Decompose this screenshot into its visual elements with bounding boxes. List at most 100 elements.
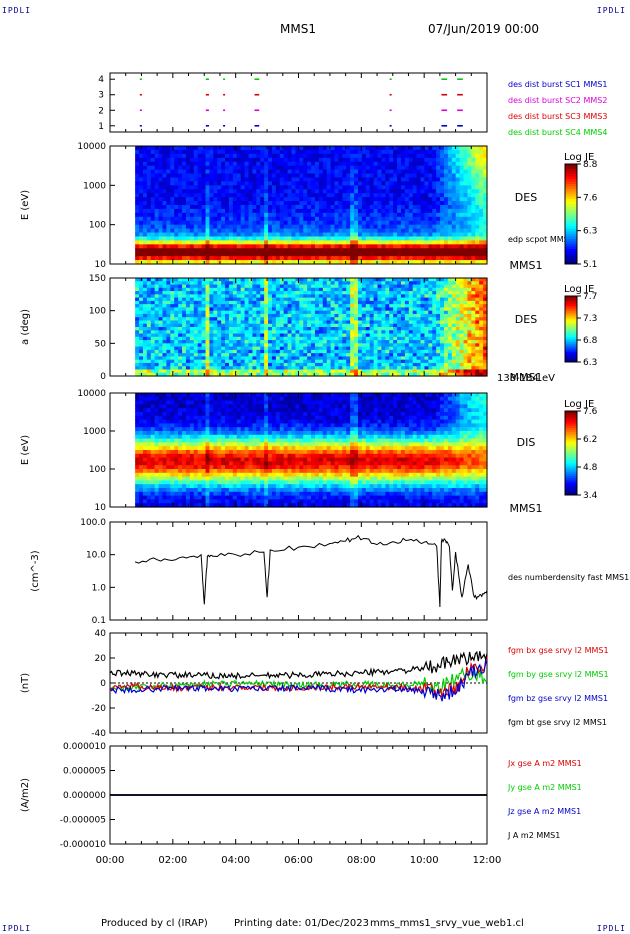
spectrogram-cell <box>287 240 293 245</box>
spectrogram-cell <box>236 228 242 234</box>
spectrogram-cell <box>150 304 156 308</box>
spectrogram-cell <box>201 212 207 218</box>
spectrogram-cell <box>479 220 484 226</box>
spectrogram-cell <box>295 356 300 361</box>
spectrogram-cell <box>314 356 320 361</box>
spectrogram-cell <box>404 212 410 218</box>
spectrogram-cell <box>154 327 160 331</box>
spectrogram-cell <box>193 149 199 155</box>
spectrogram-cell <box>318 232 324 238</box>
spectrogram-cell <box>221 340 226 344</box>
spectrogram-cell <box>311 252 316 257</box>
spectrogram-cell <box>365 232 371 238</box>
spectrogram-cell <box>268 359 273 364</box>
spectrogram-cell <box>455 260 461 265</box>
spectrogram-cell <box>217 169 222 175</box>
spectrogram-cell <box>330 157 336 163</box>
spectrogram-cell <box>357 343 363 348</box>
spectrogram-cell <box>416 208 422 214</box>
spectrogram-cell <box>240 161 246 167</box>
spectrogram-cell <box>365 216 371 222</box>
spectrogram-cell <box>483 197 488 202</box>
spectrogram-cell <box>424 256 429 261</box>
spectrogram-cell <box>135 278 140 282</box>
spectrogram-cell <box>311 240 316 245</box>
spectrogram-cell <box>264 359 269 364</box>
spectrogram-cell <box>170 304 175 308</box>
des-y-label: 10000 <box>77 142 106 152</box>
spectrogram-cell <box>170 193 175 198</box>
spectrogram-cell <box>142 197 148 202</box>
spectrogram-cell <box>322 248 328 253</box>
spectrogram-cell <box>248 291 254 295</box>
spectrogram-cell <box>268 212 273 218</box>
spectrogram-cell <box>295 304 300 308</box>
spectrogram-cell <box>377 346 383 351</box>
spectrogram-cell <box>225 165 230 171</box>
spectrogram-cell <box>314 208 320 214</box>
spectrogram-cell <box>408 169 414 175</box>
spectrogram-cell <box>400 281 406 286</box>
spectrogram-cell <box>268 208 273 214</box>
spectrogram-cell <box>170 310 175 315</box>
spectrogram-cell <box>385 307 390 312</box>
spectrogram-cell <box>350 220 355 226</box>
spectrogram-cell <box>170 291 175 295</box>
spectrogram-cell <box>346 317 351 322</box>
spectrogram-cell <box>271 193 277 198</box>
spectrogram-cell <box>279 317 285 322</box>
spectrogram-cell <box>342 356 347 361</box>
spectrogram-cell <box>174 297 179 302</box>
spectrogram-cell <box>479 208 484 214</box>
spectrogram-cell <box>182 197 187 202</box>
spectrogram-cell <box>354 181 359 186</box>
spectrogram-cell <box>236 146 242 151</box>
spectrogram-cell <box>385 216 390 222</box>
spectrogram-cell <box>228 362 234 367</box>
spectrogram-cell <box>275 256 281 261</box>
spectrogram-cell <box>205 372 211 377</box>
spectrogram-cell <box>314 333 320 338</box>
spectrogram-cell <box>264 323 269 328</box>
spectrogram-cell <box>197 205 203 210</box>
spectrogram-cell <box>330 236 336 241</box>
spectrogram-cell <box>307 201 312 206</box>
spectrogram-cell <box>283 181 289 186</box>
spectrogram-cell <box>373 193 379 198</box>
spectrogram-cell <box>185 317 191 322</box>
spectrogram-cell <box>440 193 445 198</box>
spectrogram-cell <box>404 260 410 265</box>
spectrogram-cell <box>354 228 359 234</box>
spectrogram-cell <box>338 343 343 348</box>
spectrogram-cell <box>354 260 359 265</box>
spectrogram-cell <box>354 356 359 361</box>
spectrogram-cell <box>447 169 453 175</box>
spectrogram-cell <box>236 297 242 302</box>
spectrogram-cell <box>443 193 449 198</box>
spectrogram-cell <box>182 181 187 186</box>
spectrogram-cell <box>221 153 226 159</box>
spectrogram-cell <box>228 291 234 295</box>
spectrogram-cell <box>334 146 340 151</box>
spectrogram-cell <box>322 349 328 354</box>
spectrogram-cell <box>424 153 429 159</box>
top-left-logo: IPDLI <box>2 6 32 15</box>
spectrogram-cell <box>361 297 367 302</box>
spectrogram-cell <box>189 343 195 348</box>
spectrogram-cell <box>287 149 293 155</box>
spectrogram-cell <box>275 300 281 305</box>
spectrogram-cell <box>389 224 394 230</box>
spectrogram-cell <box>428 201 433 206</box>
spectrogram-cell <box>467 252 472 257</box>
spectrogram-cell <box>162 236 168 241</box>
spectrogram-cell <box>440 149 445 155</box>
colorbar-cell <box>565 211 577 215</box>
spectrogram-cell <box>197 177 203 182</box>
spectrogram-cell <box>142 304 148 308</box>
spectrogram-cell <box>385 294 390 299</box>
spectrogram-cell <box>307 333 312 338</box>
spectrogram-cell <box>440 177 445 182</box>
spectrogram-cell <box>162 185 168 190</box>
spectrogram-cell <box>467 244 472 249</box>
spectrogram-cell <box>334 173 340 179</box>
